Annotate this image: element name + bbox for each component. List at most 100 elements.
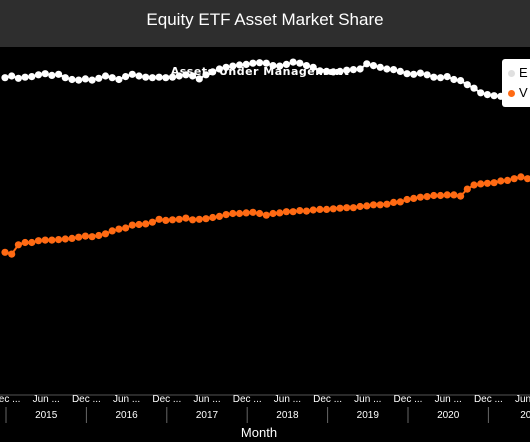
legend-marker-v [508,90,515,98]
data-point [470,84,478,92]
data-point [41,236,49,244]
data-point [302,62,311,70]
x-tick-label: Dec ... [0,394,20,405]
data-point [61,235,69,243]
data-point [34,237,43,245]
data-point [249,208,257,216]
data-point [463,81,471,89]
data-point [135,220,143,229]
data-point [477,89,485,97]
data-point [242,209,250,217]
series-layer [1,58,530,258]
data-point [336,67,344,75]
page-title: Equity ETF Asset Market Share [146,10,384,29]
data-point [101,230,110,238]
data-point [483,91,491,99]
data-point [524,175,530,183]
data-point [142,73,150,81]
data-point [363,60,371,68]
data-point [282,208,290,216]
data-point [48,71,56,79]
data-point [336,204,344,212]
data-point [175,215,183,223]
x-tick-label: Dec ... [394,394,423,405]
data-point [383,65,391,73]
data-point [323,67,331,75]
x-tick-label: Dec ... [474,394,503,405]
data-point [276,62,284,70]
data-point [75,76,83,84]
x-year-label: 2020 [437,410,460,421]
data-point [450,75,458,84]
data-point [430,191,438,200]
data-point [115,75,123,84]
data-point [457,77,465,85]
data-point [175,72,183,80]
data-point [249,59,257,67]
data-point [95,74,103,82]
x-tick-label: Dec ... [152,394,181,405]
x-tick-label: Jun ... [515,394,530,405]
data-point [235,209,244,218]
data-point [189,72,197,80]
data-point [390,198,398,206]
legend-item-v[interactable]: V [508,85,528,100]
data-point [430,73,438,81]
x-tick-label: Jun ... [274,394,301,405]
x-year-label: 2017 [196,410,219,421]
data-point [450,191,458,199]
data-point [262,59,270,67]
data-point [309,63,317,71]
data-point [88,76,96,84]
data-point [403,195,411,204]
data-point [349,66,357,74]
data-point [510,175,518,183]
data-point [436,74,445,82]
legend-item-e[interactable]: E [508,65,528,80]
data-point [296,207,304,215]
data-point [148,218,156,226]
data-point [410,70,418,78]
data-point [88,233,96,241]
data-point [128,221,136,229]
data-point [21,238,29,247]
data-point [195,75,203,83]
data-point [81,232,89,240]
data-point [423,193,431,201]
data-point [416,193,424,201]
x-tick-label: Jun ... [33,394,60,405]
data-point [202,71,210,79]
data-point [443,191,451,199]
x-tick-label: Jun ... [354,394,381,405]
data-point [369,201,378,209]
data-point [162,74,170,82]
data-point [470,181,478,189]
data-point [302,207,311,215]
data-point [8,250,16,258]
legend-label-v: V [519,85,528,100]
x-tick-label: Dec ... [313,394,342,405]
data-point [343,204,351,212]
data-point [122,73,130,81]
data-point [168,73,177,81]
data-point [503,176,512,184]
x-year-label: 2015 [35,410,58,421]
x-year-label: 2018 [276,410,299,421]
data-point [282,60,290,68]
legend[interactable]: E V [502,59,530,107]
chart-area: Dec ... Jun ... Dec ... Jun ... Dec ... Jun .… [0,47,530,442]
data-point [383,200,391,208]
x-year-label: 2019 [357,410,380,421]
data-point [517,173,525,181]
data-point [356,202,364,211]
data-point [256,59,264,67]
data-point [55,236,63,244]
data-point [343,66,351,74]
data-point [497,177,505,185]
title-bar: Equity ETF Asset Market Share [0,0,530,47]
data-point [222,63,230,71]
data-point [376,201,384,209]
data-point [296,59,304,67]
data-point [108,74,116,82]
data-point [108,227,116,235]
